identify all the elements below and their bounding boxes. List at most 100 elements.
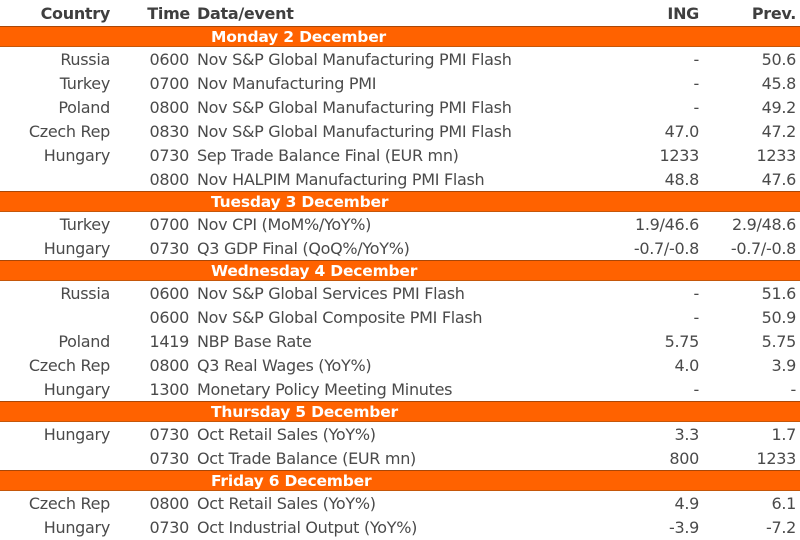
country-cell: Russia — [60, 283, 110, 303]
country-cell: Russia — [60, 49, 110, 69]
day-banner-row: Wednesday 4 December — [0, 260, 800, 281]
event-cell: Oct Retail Sales (YoY%) — [197, 493, 376, 513]
ing-cell: 4.0 — [674, 355, 699, 375]
col-header-ing: ING — [667, 3, 699, 23]
ing-cell: 4.9 — [674, 493, 699, 513]
time-cell: 0800 — [149, 169, 189, 189]
event-row: Hungary 0730 Oct Retail Sales (YoY%) 3.3 1.7 — [0, 422, 800, 447]
time-cell: 0600 — [149, 283, 189, 303]
country-cell — [0, 446, 112, 471]
country-cell: Hungary — [43, 379, 111, 399]
event-cell: NBP Base Rate — [197, 331, 312, 351]
time-cell: 0830 — [149, 121, 189, 141]
ing-cell: -0.7/-0.8 — [633, 238, 699, 258]
country-cell: Turkey — [59, 73, 111, 93]
day-banner-label: Wednesday 4 December — [0, 260, 800, 281]
event-cell: Nov S&P Global Manufacturing PMI Flash — [197, 97, 512, 117]
day-banner-row: Friday 6 December — [0, 470, 800, 491]
prev-cell: -7.2 — [765, 517, 796, 537]
event-row: Turkey 0700 Nov Manufacturing PMI - 45.8 — [0, 71, 800, 95]
header-row: Country Time Data/event ING Prev. — [0, 0, 800, 27]
time-cell: 0700 — [149, 73, 189, 93]
country-cell: Hungary — [43, 238, 111, 258]
prev-cell: 3.9 — [771, 355, 796, 375]
country-cell: Turkey — [59, 214, 111, 234]
country-cell: Hungary — [43, 424, 111, 444]
time-cell: 0600 — [149, 307, 189, 327]
day-banner-row: Thursday 5 December — [0, 401, 800, 422]
day-banner-label: Friday 6 December — [0, 470, 800, 491]
event-cell: Nov CPI (MoM%/YoY%) — [197, 214, 372, 234]
event-cell: Nov S&P Global Manufacturing PMI Flash — [197, 121, 512, 141]
time-cell: 0700 — [149, 214, 189, 234]
ing-cell: 1233 — [659, 145, 699, 165]
prev-cell: 47.2 — [761, 121, 797, 141]
time-cell: 1419 — [149, 331, 189, 351]
ing-cell: 3.3 — [674, 424, 699, 444]
country-cell: Czech Rep — [28, 493, 110, 513]
event-row: 0600 Nov S&P Global Composite PMI Flash - 5… — [0, 305, 800, 329]
ing-cell: - — [693, 73, 700, 93]
event-cell: Q3 Real Wages (YoY%) — [197, 355, 372, 375]
time-cell: 0800 — [149, 493, 189, 513]
time-cell: 0730 — [149, 424, 189, 444]
time-cell: 1300 — [149, 379, 189, 399]
day-banner-label: Monday 2 December — [0, 26, 800, 47]
country-cell — [0, 167, 112, 192]
country-cell: Poland — [58, 97, 110, 117]
prev-cell: 47.6 — [761, 169, 797, 189]
country-cell: Hungary — [43, 517, 111, 537]
day-banner-label: Tuesday 3 December — [0, 191, 800, 212]
time-cell: 0600 — [149, 49, 189, 69]
event-row: Czech Rep 0800 Q3 Real Wages (YoY%) 4.0 3.9 — [0, 353, 800, 377]
event-cell: Nov Manufacturing PMI — [197, 73, 377, 93]
event-cell: Oct Industrial Output (YoY%) — [197, 517, 418, 537]
event-cell: Oct Trade Balance (EUR mn) — [197, 448, 416, 468]
prev-cell: 1233 — [756, 145, 796, 165]
ing-cell: - — [693, 379, 700, 399]
prev-cell: 50.9 — [761, 307, 797, 327]
event-cell: Nov S&P Global Services PMI Flash — [197, 283, 465, 303]
ing-cell: 1.9/46.6 — [634, 214, 699, 234]
day-banner-row: Monday 2 December — [0, 26, 800, 47]
country-cell: Czech Rep — [28, 355, 110, 375]
time-cell: 0800 — [149, 97, 189, 117]
ing-cell: 800 — [669, 448, 699, 468]
calendar-table-body: Monday 2 December Russia 0600 Nov S&P Globa… — [0, 26, 800, 540]
event-row: Russia 0600 Nov S&P Global Services PMI Fl… — [0, 281, 800, 306]
event-cell: Sep Trade Balance Final (EUR mn) — [197, 145, 459, 165]
event-row: Hungary 1300 Monetary Policy Meeting Minut… — [0, 377, 800, 402]
calendar-header: Country Time Data/event ING Prev. — [0, 0, 800, 27]
prev-cell: 49.2 — [761, 97, 797, 117]
event-cell: Nov S&P Global Composite PMI Flash — [197, 307, 483, 327]
prev-cell: 1.7 — [771, 424, 796, 444]
country-cell: Poland — [58, 331, 110, 351]
event-row: Hungary 0730 Q3 GDP Final (QoQ%/YoY%) -0.7/… — [0, 236, 800, 261]
prev-cell: 5.75 — [761, 331, 797, 351]
ing-cell: - — [693, 97, 700, 117]
ing-cell: -3.9 — [668, 517, 699, 537]
event-row: Hungary 0730 Sep Trade Balance Final (EUR … — [0, 143, 800, 167]
event-cell: Monetary Policy Meeting Minutes — [197, 379, 453, 399]
event-row: 0730 Oct Trade Balance (EUR mn) 800 1233 — [0, 446, 800, 471]
event-cell: Oct Retail Sales (YoY%) — [197, 424, 376, 444]
prev-cell: 1233 — [756, 448, 796, 468]
country-cell: Czech Rep — [28, 121, 110, 141]
country-cell: Hungary — [43, 145, 111, 165]
prev-cell: 6.1 — [771, 493, 796, 513]
event-row: Poland 0800 Nov S&P Global Manufacturing P… — [0, 95, 800, 119]
event-cell: Nov S&P Global Manufacturing PMI Flash — [197, 49, 512, 69]
country-cell — [0, 305, 112, 329]
time-cell: 0730 — [149, 238, 189, 258]
col-header-event: Data/event — [197, 3, 294, 23]
prev-cell: - — [790, 379, 797, 399]
event-row: Czech Rep 0830 Nov S&P Global Manufacturin… — [0, 119, 800, 143]
day-banner-row: Tuesday 3 December — [0, 191, 800, 212]
ing-cell: - — [693, 283, 700, 303]
ing-cell: - — [693, 49, 700, 69]
event-row: Turkey 0700 Nov CPI (MoM%/YoY%) 1.9/46.6 2.9… — [0, 212, 800, 237]
event-row: Russia 0600 Nov S&P Global Manufacturing P… — [0, 47, 800, 72]
prev-cell: 50.6 — [761, 49, 797, 69]
time-cell: 0730 — [149, 145, 189, 165]
day-banner-label: Thursday 5 December — [0, 401, 800, 422]
